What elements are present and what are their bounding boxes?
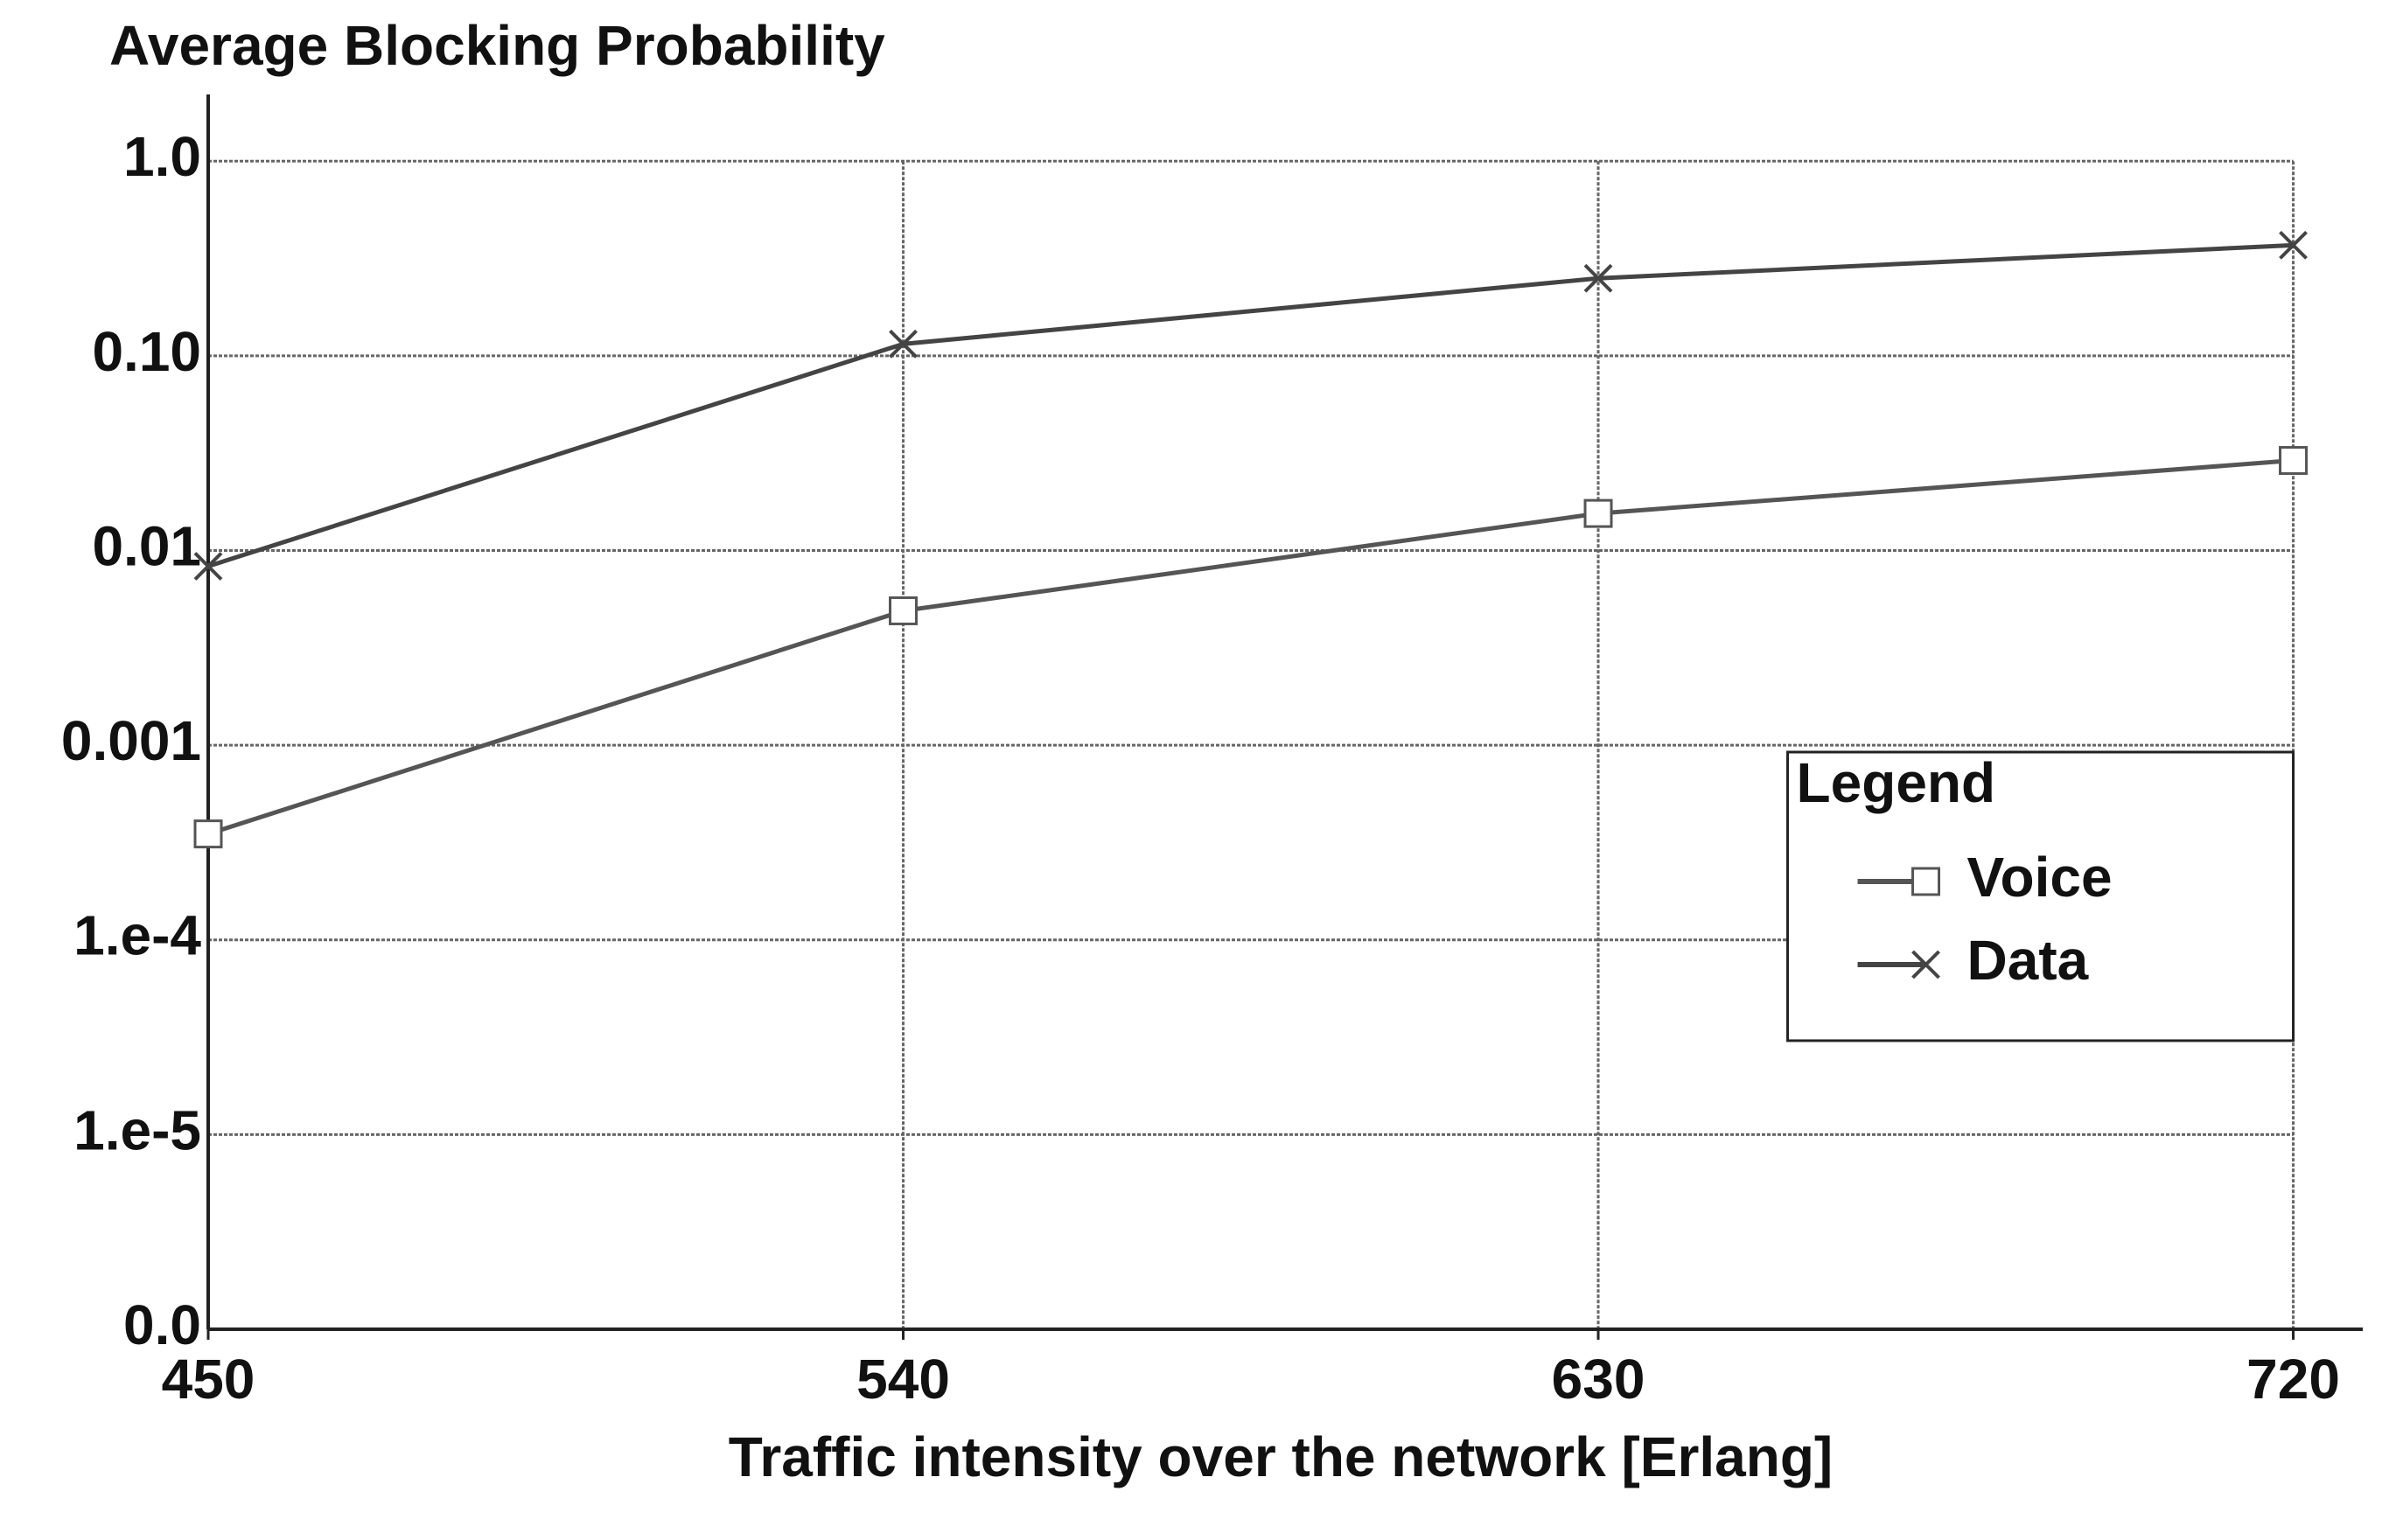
y-tick-label: 1.e-4 [73,904,201,967]
x-tick-label: 720 [2246,1348,2340,1411]
marker-x [889,329,918,359]
y-tick-label: 1.0 [123,125,201,188]
legend-label: Voice [1967,846,2113,909]
legend-label: Data [1967,929,2089,992]
y-tick-label: 0.10 [92,320,201,383]
marker-x [2279,230,2308,260]
y-tick-label: 1.e-5 [73,1098,201,1161]
series-line [207,242,2294,568]
marker-square [193,819,223,849]
y-tick-label: 0.0 [123,1293,201,1356]
legend-title: Legend [1797,751,1996,814]
x-tick-label: 450 [162,1348,255,1411]
marker-square [1911,867,1941,896]
y-tick-label: 0.01 [92,514,201,577]
marker-square [2279,446,2309,476]
marker-x [1911,950,1940,979]
chart-title: Average Blocking Probability [109,14,885,77]
marker-x [193,552,223,581]
x-tick-label: 540 [856,1348,950,1411]
y-tick-label: 0.001 [61,709,201,772]
x-axis-label: Traffic intensity over the network [Erla… [729,1425,1833,1488]
marker-square [1583,498,1613,528]
series-line [207,458,2294,837]
marker-x [1583,263,1613,293]
marker-square [889,596,919,625]
legend-box [1786,750,2295,1042]
x-tick-label: 630 [1552,1348,1645,1411]
